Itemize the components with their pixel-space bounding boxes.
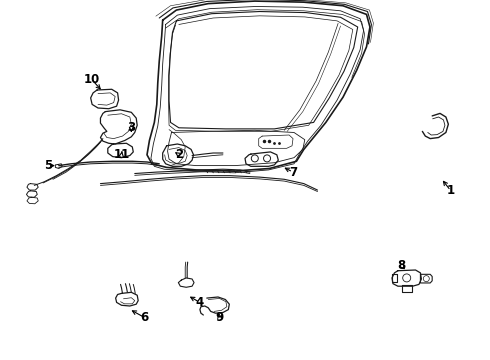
Text: 3: 3	[127, 121, 135, 134]
Text: 4: 4	[196, 296, 204, 309]
Text: 8: 8	[398, 259, 406, 272]
Text: 6: 6	[141, 311, 148, 324]
Text: 2: 2	[175, 148, 183, 161]
Text: 7: 7	[289, 166, 297, 179]
Text: 11: 11	[113, 148, 130, 161]
Text: 9: 9	[216, 311, 223, 324]
Text: 10: 10	[84, 73, 100, 86]
Text: 1: 1	[447, 184, 455, 197]
Text: 5: 5	[44, 159, 52, 172]
